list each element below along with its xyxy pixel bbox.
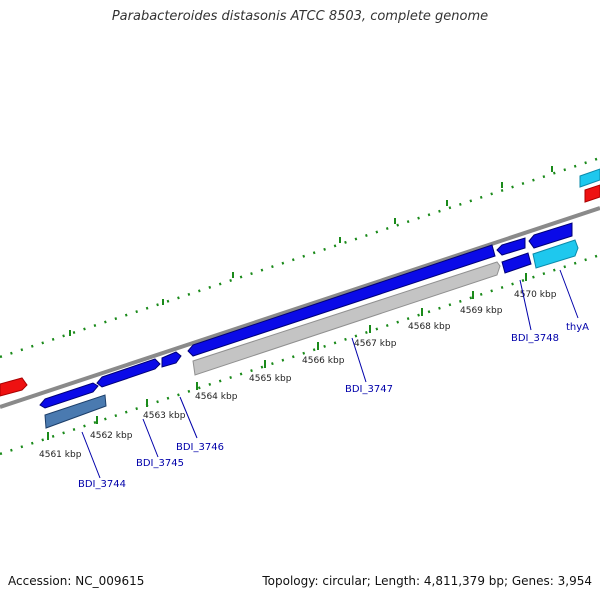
feature-bdi-3748-upper[interactable] xyxy=(496,237,526,256)
genome-backbone xyxy=(0,206,600,409)
inner-tick-ring xyxy=(0,253,600,456)
leader-line xyxy=(351,337,367,383)
leader-line xyxy=(179,396,198,439)
gene-label-bdi-3748[interactable]: BDI_3748 xyxy=(511,333,559,344)
scale-label: 4568 kbp xyxy=(408,322,451,332)
gene-label-bdi-3747[interactable]: BDI_3747 xyxy=(345,384,393,395)
scale-label: 4570 kbp xyxy=(514,290,557,300)
feature-gray[interactable] xyxy=(192,261,501,376)
feature-bdi-3748[interactable] xyxy=(501,252,532,274)
scale-label: 4563 kbp xyxy=(143,411,186,421)
leader-line xyxy=(142,418,159,458)
outer-tick-ring xyxy=(0,156,600,359)
scale-labels: 4561 kbp 4562 kbp 4563 kbp 4564 kbp 4565… xyxy=(39,290,557,460)
feature-bdi-3744[interactable] xyxy=(39,382,99,409)
accession-text: Accession: NC_009615 xyxy=(8,574,145,588)
leader-line xyxy=(519,279,532,331)
scale-label: 4567 kbp xyxy=(354,339,397,349)
scale-label: 4561 kbp xyxy=(39,450,82,460)
feature-thya-upper[interactable] xyxy=(528,222,573,249)
gene-label-bdi-3744[interactable]: BDI_3744 xyxy=(78,479,126,490)
map-title: Parabacteroides distasonis ATCC 8503, co… xyxy=(111,9,489,24)
scale-label: 4566 kbp xyxy=(302,356,345,366)
feature-red-left[interactable] xyxy=(0,377,28,397)
gene-label-bdi-3745[interactable]: BDI_3745 xyxy=(136,458,184,469)
feature-cyan-top[interactable] xyxy=(579,168,600,188)
feature-bdi-3746[interactable] xyxy=(161,351,182,368)
scale-label: 4569 kbp xyxy=(460,306,503,316)
gene-label-bdi-3746[interactable]: BDI_3746 xyxy=(176,442,224,453)
feature-steel-blue[interactable] xyxy=(44,394,107,429)
feature-bdi-3747[interactable] xyxy=(187,244,496,357)
leader-line xyxy=(81,431,101,479)
scale-label: 4564 kbp xyxy=(195,392,238,402)
feature-bdi-3745[interactable] xyxy=(96,358,161,388)
inner-minor-ticks xyxy=(0,253,600,456)
gene-label-thya[interactable]: thyA xyxy=(566,322,589,333)
genome-summary-text: Topology: circular; Length: 4,811,379 bp… xyxy=(262,574,592,588)
scale-label: 4565 kbp xyxy=(249,374,292,384)
feature-thya[interactable] xyxy=(532,239,579,269)
gene-leader-lines xyxy=(81,269,579,479)
feature-red-top[interactable] xyxy=(584,184,600,203)
gene-labels: BDI_3744 BDI_3745 BDI_3746 BDI_3747 BDI_… xyxy=(78,322,589,490)
scale-label: 4562 kbp xyxy=(90,431,133,441)
leader-line xyxy=(559,269,579,319)
